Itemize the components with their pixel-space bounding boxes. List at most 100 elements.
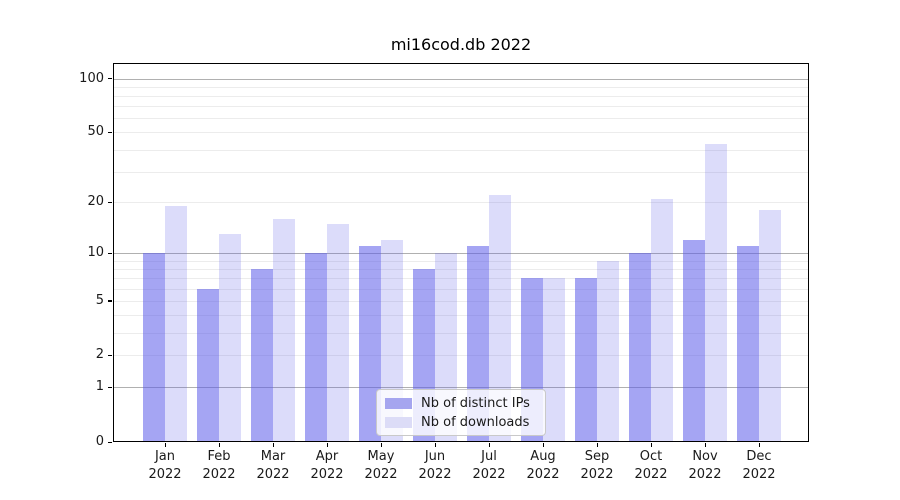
y-tick-label-100: 100 bbox=[79, 70, 104, 86]
bar-downloads-aug bbox=[543, 278, 565, 442]
gridline-major-10 bbox=[114, 253, 808, 255]
x-tick-mark-dec bbox=[758, 443, 760, 447]
bar-downloads-feb bbox=[219, 234, 241, 442]
gridline-minor-50 bbox=[114, 132, 808, 134]
x-tick-month: Aug bbox=[530, 449, 556, 464]
x-tick-label-jan: Jan 2022 bbox=[133, 448, 197, 483]
x-tick-label-nov: Nov 2022 bbox=[673, 448, 737, 483]
y-tick-label-20: 20 bbox=[87, 194, 104, 210]
x-tick-label-dec: Dec 2022 bbox=[727, 448, 791, 483]
legend-swatch-downloads bbox=[385, 416, 412, 428]
x-tick-month: Mar bbox=[260, 449, 286, 464]
gridline-minor-9 bbox=[114, 260, 808, 262]
x-tick-year: 2022 bbox=[688, 466, 722, 482]
x-tick-label-jun: Jun 2022 bbox=[403, 448, 467, 483]
gridline-minor-5 bbox=[114, 300, 808, 302]
y-tick-mark-20 bbox=[108, 201, 112, 204]
x-tick-label-apr: Apr 2022 bbox=[295, 448, 359, 483]
x-tick-month: Sep bbox=[584, 449, 610, 464]
x-tick-year: 2022 bbox=[472, 466, 506, 482]
gridline-minor-90 bbox=[114, 86, 808, 88]
bar-distinct-ips-may bbox=[359, 246, 381, 442]
y-tick-label-50: 50 bbox=[87, 124, 104, 140]
x-tick-mark-apr bbox=[326, 443, 328, 447]
x-tick-mark-sep bbox=[596, 443, 598, 447]
y-tick-mark-10 bbox=[108, 252, 112, 254]
bar-downloads-sep bbox=[597, 260, 619, 442]
gridline-minor-7 bbox=[114, 278, 808, 280]
y-tick-label-2: 2 bbox=[95, 347, 104, 363]
gridline-minor-3 bbox=[114, 332, 808, 334]
legend-entry-downloads: Nb of downloads bbox=[385, 415, 537, 430]
legend: Nb of distinct IPs Nb of downloads bbox=[376, 389, 546, 436]
x-tick-month: Oct bbox=[639, 449, 663, 464]
bar-distinct-ips-apr bbox=[305, 253, 327, 442]
gridline-minor-70 bbox=[114, 106, 808, 108]
bar-downloads-mar bbox=[273, 218, 295, 442]
bar-distinct-ips-jan bbox=[143, 253, 165, 442]
x-tick-month: Jul bbox=[481, 449, 497, 464]
x-tick-year: 2022 bbox=[742, 466, 776, 482]
x-tick-mark-jan bbox=[164, 443, 166, 447]
chart-title: mi16cod.db 2022 bbox=[390, 35, 532, 54]
y-tick-mark-0 bbox=[108, 441, 112, 443]
x-tick-year: 2022 bbox=[364, 466, 398, 482]
legend-entry-distinct-ips: Nb of distinct IPs bbox=[385, 396, 537, 411]
x-tick-year: 2022 bbox=[256, 466, 290, 482]
x-tick-year: 2022 bbox=[634, 466, 668, 482]
x-tick-label-may: May 2022 bbox=[349, 448, 413, 483]
bar-distinct-ips-feb bbox=[197, 288, 219, 442]
y-tick-label-5: 5 bbox=[95, 293, 104, 309]
gridline-minor-60 bbox=[114, 118, 808, 120]
x-tick-month: Apr bbox=[315, 449, 339, 464]
x-tick-mark-aug bbox=[542, 443, 544, 447]
x-tick-label-aug: Aug 2022 bbox=[511, 448, 575, 483]
x-tick-label-sep: Sep 2022 bbox=[565, 448, 629, 483]
x-tick-month: Jun bbox=[424, 449, 446, 464]
bar-distinct-ips-mar bbox=[251, 268, 273, 442]
bar-distinct-ips-dec bbox=[737, 246, 759, 442]
x-tick-label-oct: Oct 2022 bbox=[619, 448, 683, 483]
bar-downloads-oct bbox=[651, 198, 673, 442]
bar-downloads-apr bbox=[327, 223, 349, 442]
gridline-major-100 bbox=[114, 78, 808, 80]
x-tick-month: Feb bbox=[207, 449, 231, 464]
x-tick-year: 2022 bbox=[580, 466, 614, 482]
gridline-minor-6 bbox=[114, 288, 808, 290]
bar-distinct-ips-oct bbox=[629, 253, 651, 442]
y-tick-label-0: 0 bbox=[95, 434, 104, 450]
gridline-major-1 bbox=[114, 387, 808, 389]
x-tick-month: Jan bbox=[154, 449, 176, 464]
y-tick-mark-1 bbox=[108, 386, 112, 389]
bar-distinct-ips-sep bbox=[575, 278, 597, 442]
x-tick-year: 2022 bbox=[418, 466, 452, 482]
x-tick-year: 2022 bbox=[526, 466, 560, 482]
bar-distinct-ips-nov bbox=[683, 240, 705, 442]
x-tick-label-feb: Feb 2022 bbox=[187, 448, 251, 483]
y-tick-label-10: 10 bbox=[87, 245, 104, 261]
bar-downloads-jan bbox=[165, 206, 187, 442]
y-tick-label-1: 1 bbox=[95, 379, 104, 395]
x-tick-mark-may bbox=[380, 443, 382, 447]
x-tick-year: 2022 bbox=[310, 466, 344, 482]
legend-label-distinct-ips: Nb of distinct IPs bbox=[421, 395, 530, 411]
y-tick-mark-100 bbox=[108, 78, 112, 80]
x-tick-label-jul: Jul 2022 bbox=[457, 448, 521, 483]
x-tick-month: May bbox=[367, 449, 395, 464]
x-tick-month: Dec bbox=[746, 449, 772, 464]
x-tick-mark-feb bbox=[218, 443, 220, 447]
x-tick-month: Nov bbox=[692, 449, 718, 464]
bar-downloads-jul bbox=[489, 195, 511, 442]
y-tick-mark-2 bbox=[108, 354, 112, 357]
legend-label-downloads: Nb of downloads bbox=[421, 414, 530, 430]
gridline-minor-20 bbox=[114, 202, 808, 204]
x-tick-mark-oct bbox=[650, 443, 652, 447]
gridline-minor-40 bbox=[114, 149, 808, 151]
bar-downloads-dec bbox=[759, 210, 781, 442]
gridline-minor-2 bbox=[114, 355, 808, 357]
gridline-minor-30 bbox=[114, 171, 808, 173]
x-tick-label-mar: Mar 2022 bbox=[241, 448, 305, 483]
x-tick-mark-mar bbox=[272, 443, 274, 447]
x-tick-mark-jun bbox=[434, 443, 436, 447]
